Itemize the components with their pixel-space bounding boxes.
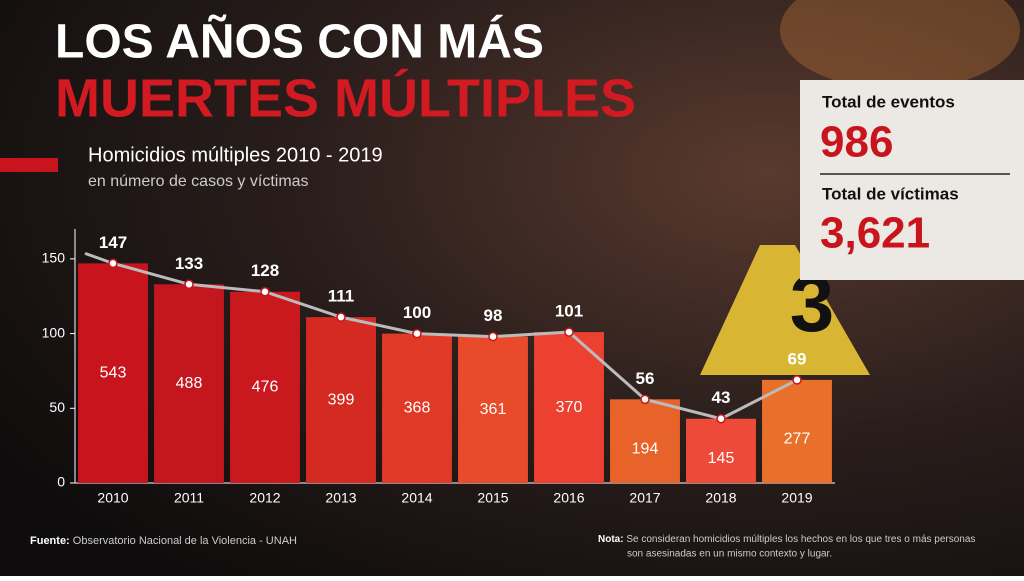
victims-label: Total de víctimas	[822, 184, 959, 203]
events-label: 111	[328, 287, 355, 306]
x-tick-label: 2017	[629, 490, 660, 506]
victims-label: 476	[252, 379, 279, 396]
note-text2: son asesinadas en un mismo contexto y lu…	[627, 549, 832, 560]
events-label: 128	[251, 261, 279, 280]
y-tick-label: 100	[42, 324, 66, 340]
events-point	[716, 414, 726, 424]
x-tick-label: 2013	[325, 490, 356, 506]
source-text: Observatorio Nacional de la Violencia - …	[73, 535, 297, 547]
x-tick-label: 2016	[553, 490, 584, 506]
victims-label: 361	[480, 401, 507, 418]
events-point	[108, 258, 118, 269]
subtitle2: en número de casos y víctimas	[88, 173, 309, 190]
events-label: 69	[788, 349, 807, 368]
x-tick-label: 2015	[477, 490, 508, 506]
title-line2: MUERTES MÚLTIPLES	[55, 68, 636, 128]
bar	[610, 399, 680, 483]
bar	[382, 333, 452, 483]
events-label: 147	[99, 233, 127, 252]
note-text: Se consideran homicidios múltiples los h…	[626, 534, 975, 545]
x-tick-label: 2011	[174, 490, 204, 506]
note: Nota: Se consideran homicidios múltiples…	[598, 534, 975, 545]
x-tick-label: 2019	[781, 490, 812, 506]
evidence-marker	[700, 245, 870, 375]
source-label: Fuente:	[30, 535, 70, 547]
events-point	[412, 328, 422, 339]
events-label: 43	[712, 388, 731, 407]
bar	[154, 284, 224, 483]
bar	[686, 418, 756, 483]
y-tick-label: 150	[42, 250, 66, 266]
bar	[534, 332, 604, 483]
bar	[762, 379, 832, 483]
bar	[78, 263, 148, 483]
bar	[230, 291, 300, 483]
events-label: Total de eventos	[822, 92, 955, 111]
victims-label: 368	[404, 400, 431, 417]
events-point	[260, 287, 270, 297]
events-label: 56	[636, 369, 655, 388]
events-total: 986	[820, 118, 893, 167]
events-point	[184, 279, 194, 290]
victims-label: 145	[708, 450, 735, 467]
events-label: 98	[484, 306, 503, 325]
victims-total: 3,621	[820, 209, 930, 258]
title-line1: LOS AÑOS CON MÁS	[55, 14, 544, 69]
events-point	[564, 327, 574, 337]
note-label: Nota:	[598, 534, 624, 545]
events-label: 101	[555, 302, 583, 321]
x-tick-label: 2012	[249, 490, 280, 506]
glow	[780, 0, 1020, 90]
x-tick-label: 2014	[401, 490, 432, 506]
bar	[458, 336, 528, 483]
victims-label: 370	[556, 399, 583, 416]
y-tick-label: 50	[49, 399, 65, 415]
source: Fuente: Observatorio Nacional de la Viol…	[30, 535, 297, 547]
events-point	[640, 394, 650, 405]
victims-label: 543	[100, 364, 127, 381]
events-point	[792, 375, 802, 385]
x-tick-label: 2018	[705, 490, 736, 506]
y-tick-label: 0	[57, 474, 65, 490]
subtitle: Homicidios múltiples 2010 - 2019	[88, 144, 383, 166]
x-tick-label: 2010	[97, 490, 128, 506]
victims-label: 399	[328, 391, 355, 408]
accent-bar	[0, 158, 58, 172]
bar	[306, 317, 376, 483]
events-point	[488, 331, 498, 342]
victims-label: 194	[632, 440, 659, 457]
victims-label: 277	[784, 431, 811, 448]
events-label: 133	[175, 254, 203, 273]
victims-label: 488	[176, 375, 203, 392]
totals-box	[800, 80, 1024, 280]
events-label: 100	[403, 303, 431, 322]
events-point	[336, 312, 346, 322]
